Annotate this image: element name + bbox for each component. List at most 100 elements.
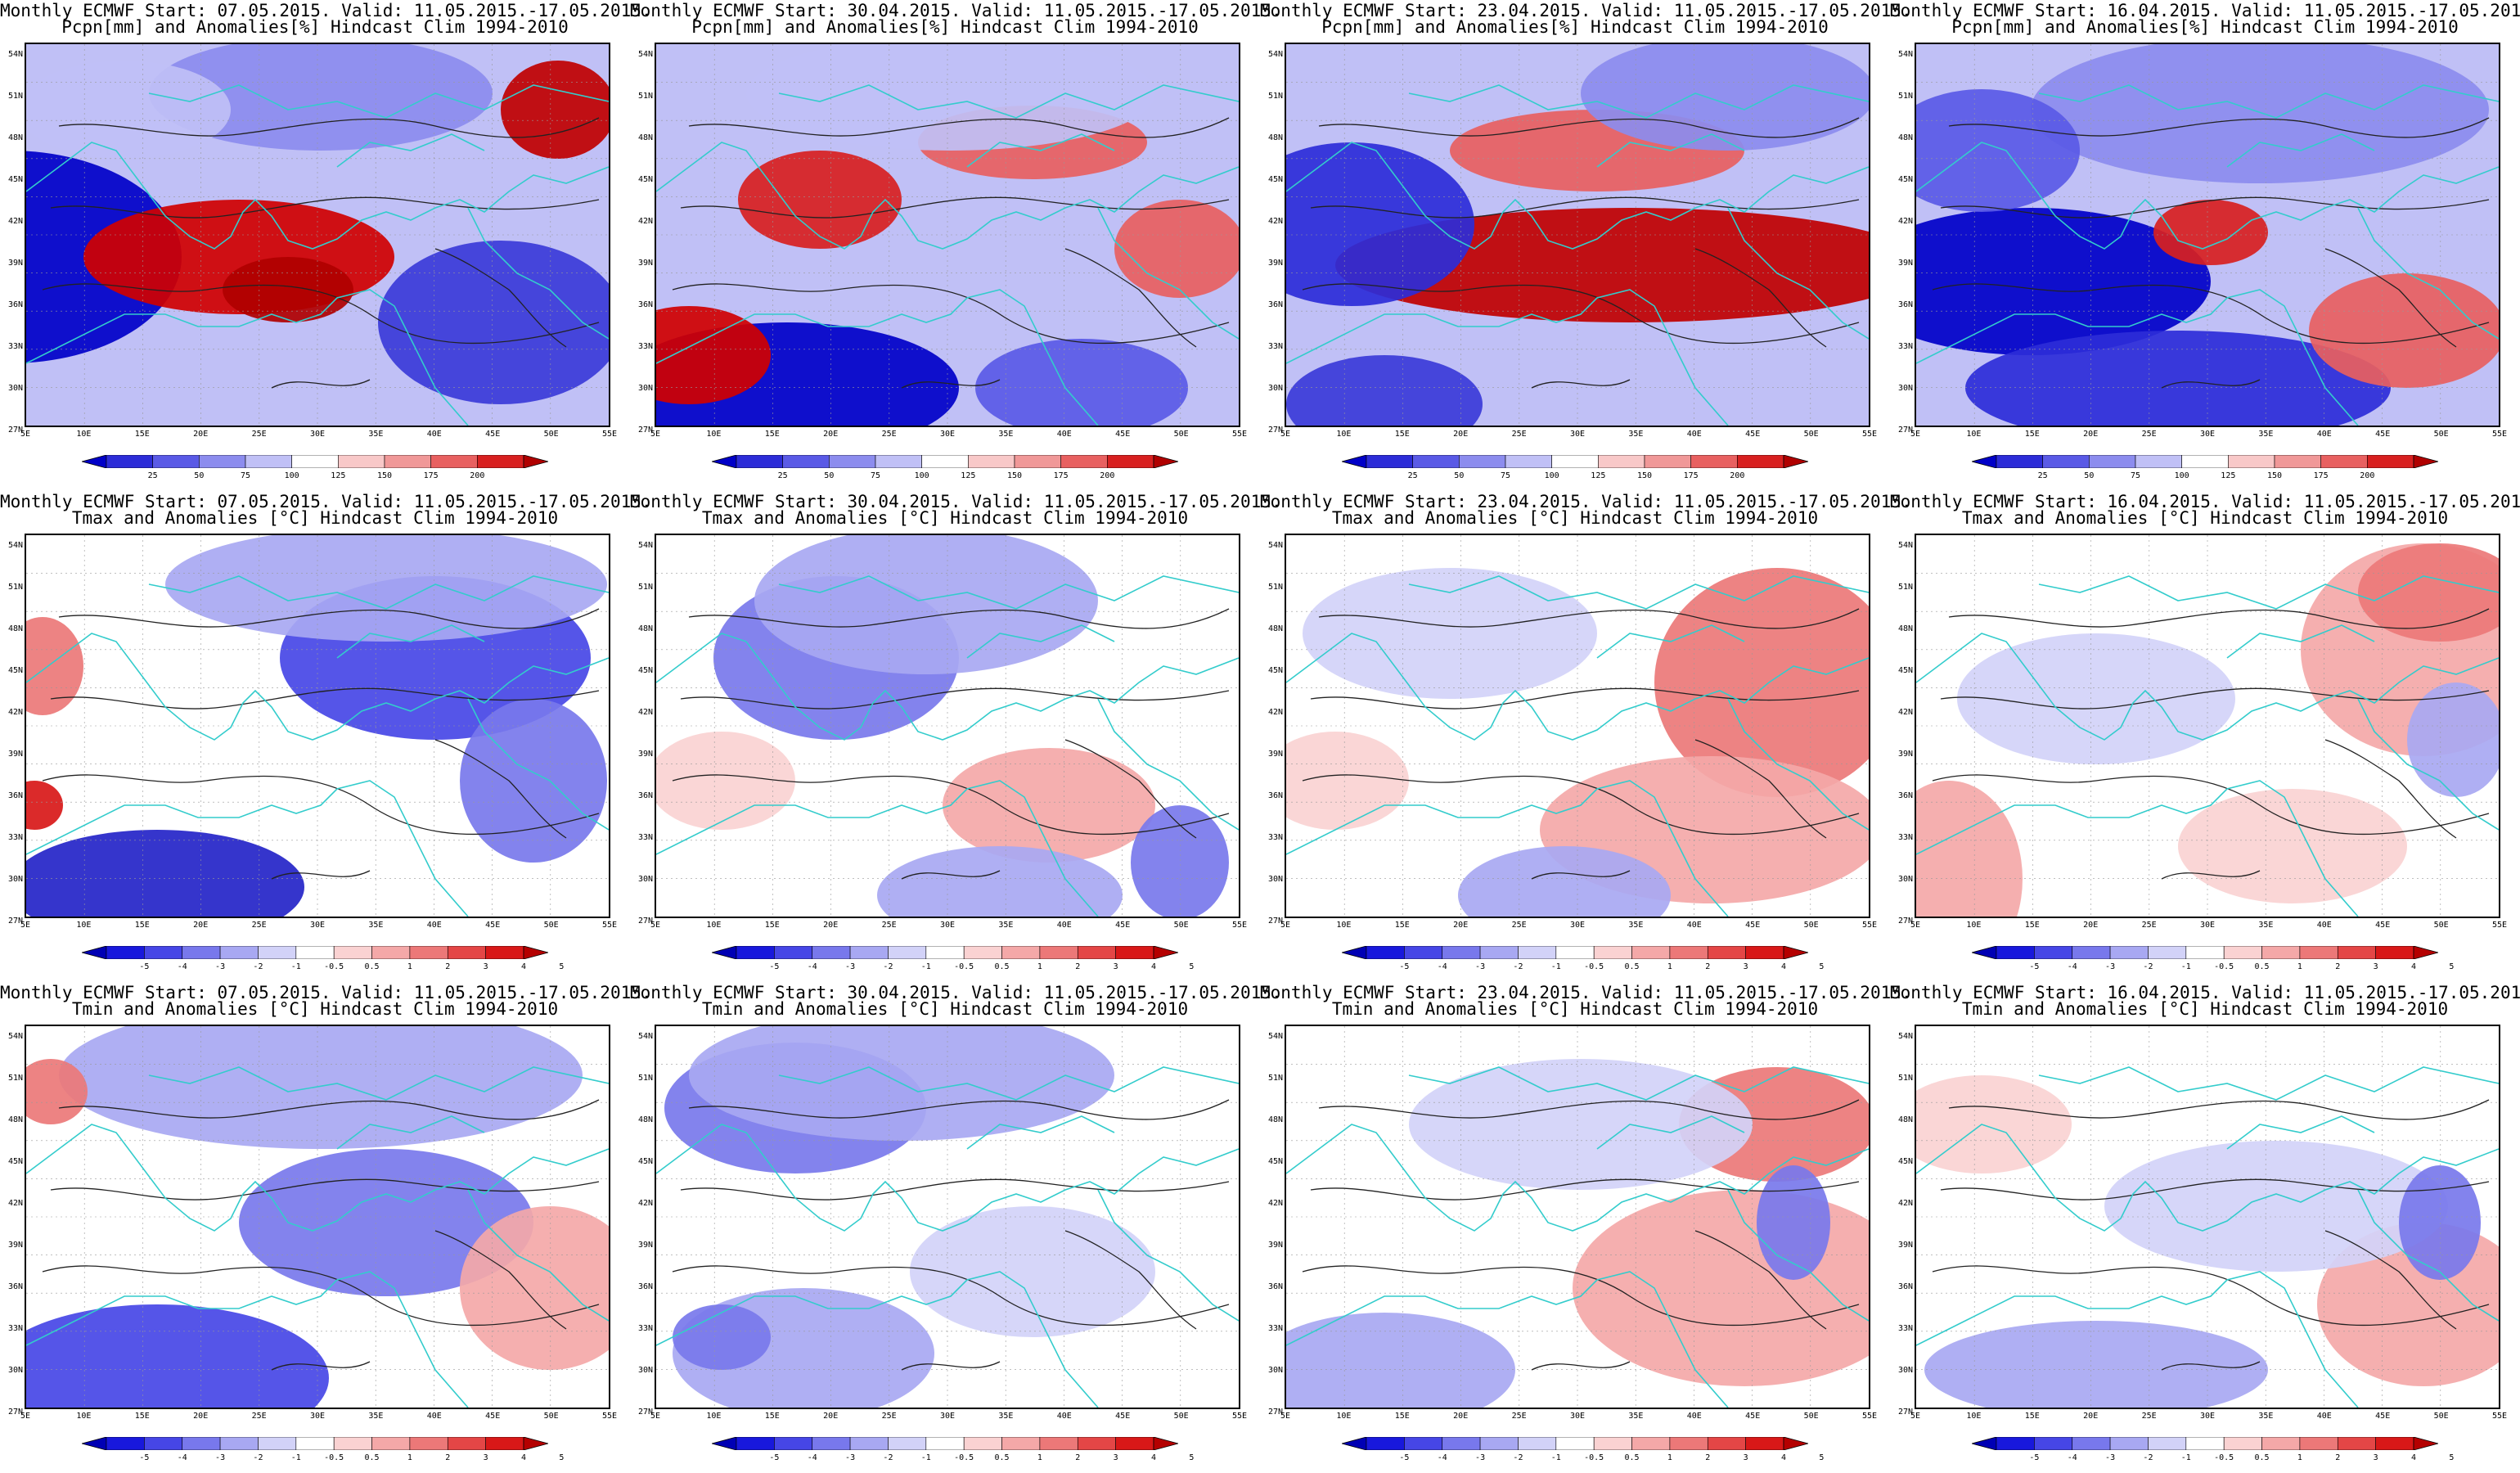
anomaly-field	[975, 339, 1188, 426]
anomaly-field	[2358, 543, 2499, 642]
anomaly-map	[1915, 43, 2500, 427]
colorbar	[1970, 945, 2440, 960]
colorbar-segment	[1505, 454, 1552, 469]
coastline	[1286, 1066, 1869, 1408]
panel-title-line2: Tmax and Anomalies [°C] Hindcast Clim 19…	[1961, 508, 2449, 528]
latitude-label: 42N	[1897, 708, 1913, 717]
colorbar-segment	[2034, 1436, 2073, 1451]
anomaly-field	[2407, 682, 2499, 797]
longitude-label: 45E	[485, 921, 501, 930]
colorbar-tick-label: -0.5	[324, 1453, 344, 1462]
longitude-label: 40E	[1056, 430, 1072, 439]
longitude-label: 15E	[134, 1412, 150, 1421]
colorbar-max-arrow	[1783, 945, 1810, 960]
longitude-label: 20E	[1453, 1412, 1469, 1421]
anomaly-field	[460, 699, 607, 863]
colorbar-tick-label: -3	[845, 962, 856, 971]
latitude-label: 45N	[1267, 175, 1283, 184]
latitude-label: 27N	[637, 426, 653, 435]
longitude-label: 5E	[1280, 430, 1291, 439]
panel-title-line2: Tmin and Anomalies [°C] Hindcast Clim 19…	[701, 999, 1189, 1019]
colorbar-min-arrow	[1340, 454, 1367, 469]
colorbar-segment	[1518, 1436, 1557, 1451]
colorbar-tick-label: 0.5	[2254, 962, 2270, 971]
map-panel: Monthly ECMWF Start: 07.05.2015. Valid: …	[0, 0, 652, 491]
panel-title-line1: Monthly ECMWF Start: 23.04.2015. Valid: …	[1260, 492, 1912, 511]
colorbar-max-arrow	[2413, 945, 2440, 960]
colorbar-max-arrow	[523, 454, 550, 469]
contour-lines	[672, 117, 1230, 389]
latitude-label: 33N	[1267, 342, 1283, 351]
contour-lines	[672, 608, 1230, 880]
colorbar-segment	[2072, 945, 2111, 960]
latitude-label: 39N	[1897, 750, 1913, 759]
colorbar-segment	[1631, 1436, 1671, 1451]
longitude-label: 20E	[193, 1412, 209, 1421]
longitude-label: 35E	[1628, 430, 1644, 439]
colorbar-tick-label: 75	[240, 471, 251, 480]
colorbar-tick-label: -3	[1475, 1453, 1486, 1462]
latitude-label: 45N	[7, 175, 23, 184]
latitude-label: 36N	[637, 791, 653, 800]
colorbar-segment	[1996, 945, 2035, 960]
colorbar-segment	[333, 945, 372, 960]
colorbar-segment	[152, 454, 200, 469]
latitude-label: 54N	[7, 541, 23, 550]
anomaly-field	[2178, 789, 2407, 903]
longitude-label: 25E	[1511, 430, 1527, 439]
colorbar-tick-label: 5	[1189, 1453, 1195, 1462]
longitude-label: 15E	[764, 430, 780, 439]
colorbar-tick-label: -0.5	[2214, 1453, 2234, 1462]
longitude-label: 25E	[1511, 921, 1527, 930]
colorbar-segment	[921, 454, 969, 469]
colorbar-segment	[1479, 945, 1519, 960]
colorbar-tick-label: 1	[1667, 962, 1672, 971]
longitude-label: 15E	[134, 921, 150, 930]
colorbar-max-arrow	[1153, 454, 1180, 469]
longitude-label: 35E	[1628, 1412, 1644, 1421]
map-panel: Monthly ECMWF Start: 07.05.2015. Valid: …	[0, 982, 652, 1473]
latitude-label: 36N	[7, 300, 23, 309]
colorbar-segment	[2148, 1436, 2187, 1451]
longitude-label: 35E	[368, 921, 384, 930]
map-panel: Monthly ECMWF Start: 16.04.2015. Valid: …	[1890, 491, 2520, 982]
colorbar-tick-label: 0.5	[994, 962, 1010, 971]
anomaly-field	[26, 1304, 329, 1408]
colorbar-tick-label: 5	[1819, 962, 1825, 971]
latitude-label: 33N	[1897, 1324, 1913, 1333]
latitude-label: 39N	[1897, 1241, 1913, 1250]
coastline	[26, 1066, 609, 1408]
longitude-label: 55E	[1231, 1412, 1248, 1421]
longitude-label: 30E	[2199, 921, 2216, 930]
colorbar-labels: -5 -4 -3 -2 -1 -0.5 0.5 1 2 3 4 5	[106, 1453, 564, 1463]
latitude-label: 48N	[1897, 133, 1913, 142]
colorbar-tick-label: 50	[194, 471, 205, 480]
latitude-label: 54N	[637, 541, 653, 550]
colorbar-tick-label: -0.5	[1584, 962, 1604, 971]
colorbar-tick-label: 200	[1730, 471, 1745, 480]
longitude-label: 20E	[2083, 921, 2099, 930]
anomaly-field	[26, 830, 304, 917]
anomaly-field	[2399, 1165, 2481, 1280]
colorbar-min-arrow	[80, 454, 107, 469]
longitude-label: 5E	[650, 921, 661, 930]
longitude-label: 55E	[601, 430, 618, 439]
colorbar-tick-label: 75	[2130, 471, 2141, 480]
anomaly-map	[1285, 1025, 1870, 1409]
coastline	[26, 575, 609, 917]
colorbar-tick-label: -2	[883, 1453, 893, 1462]
colorbar-segment	[371, 945, 411, 960]
anomaly-map	[655, 43, 1240, 427]
anomaly-map-svg	[26, 44, 609, 426]
colorbar-tick-label: 75	[1500, 471, 1511, 480]
colorbar-tick-label: -3	[1475, 962, 1486, 971]
latitude-label: 27N	[1267, 426, 1283, 435]
latitude-label: 39N	[7, 259, 23, 268]
latitude-label: 36N	[637, 1282, 653, 1291]
longitude-label: 25E	[2141, 430, 2157, 439]
colorbar-max-arrow	[1783, 1436, 1810, 1451]
colorbar-segment	[182, 1436, 221, 1451]
latitude-label: 54N	[1897, 541, 1913, 550]
colorbar-segment	[2375, 1436, 2414, 1451]
colorbar-labels: 25 50 75 100 125 150 175 200	[106, 471, 524, 481]
